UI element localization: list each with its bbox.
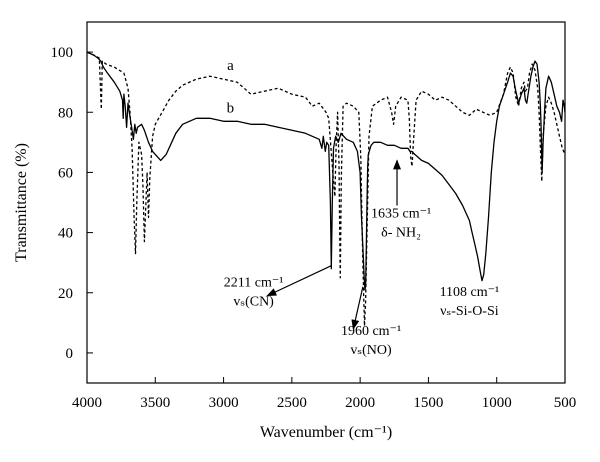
annotation-label: 2211 cm⁻¹: [224, 276, 284, 291]
x-tick-label: 500: [554, 395, 577, 411]
series-tag-b: b: [227, 100, 235, 116]
series-line-a: [86, 51, 566, 327]
plot-frame: [86, 21, 566, 384]
x-tick-label: 1000: [482, 395, 512, 411]
annotation-label: 1960 cm⁻¹: [341, 324, 401, 339]
series-layer: [86, 51, 566, 327]
y-tick-label: 40: [58, 226, 73, 242]
x-axis-title: Wavenumber (cm⁻¹): [260, 424, 392, 441]
y-tick-label: 20: [58, 286, 73, 302]
x-tick-label: 3000: [209, 395, 239, 411]
annotation-label: νₛ-Si-O-Si: [440, 304, 499, 319]
annotation-label: vₛ(NO): [350, 343, 392, 358]
y-tick-label: 80: [58, 105, 73, 121]
y-tick-label: 0: [66, 346, 74, 362]
x-tick-label: 2500: [277, 395, 307, 411]
x-tick-label: 4000: [72, 395, 102, 411]
series-tag-a: a: [227, 58, 234, 74]
tick-layer: 4000 3500 3000 2500 2000 1500 1000 500 0 20 40 60 80…: [51, 45, 577, 411]
annotation-label: vₛ(CN): [233, 295, 274, 310]
annotation-label: 1635 cm⁻¹: [371, 207, 431, 222]
plot-border: [86, 21, 566, 384]
y-tick-label: 60: [58, 165, 73, 181]
y-tick-label: 100: [51, 45, 74, 61]
annotation-label: 1108 cm⁻¹: [440, 285, 500, 300]
annotation-label: δ- NH₂: [381, 226, 421, 241]
series-line-b: [86, 51, 566, 291]
x-tick-label: 3500: [140, 395, 170, 411]
annotation-arrow: [266, 265, 332, 297]
y-axis-title: Transmittance (%): [13, 143, 30, 262]
x-tick-label: 2000: [345, 395, 375, 411]
annotation-arrow: [351, 286, 364, 330]
x-tick-label: 1500: [413, 395, 443, 411]
annotation-layer: a b 2211 cm⁻¹ vₛ(CN) 1960 cm⁻¹ vₛ(NO) 1635 cm⁻…: [224, 58, 499, 358]
